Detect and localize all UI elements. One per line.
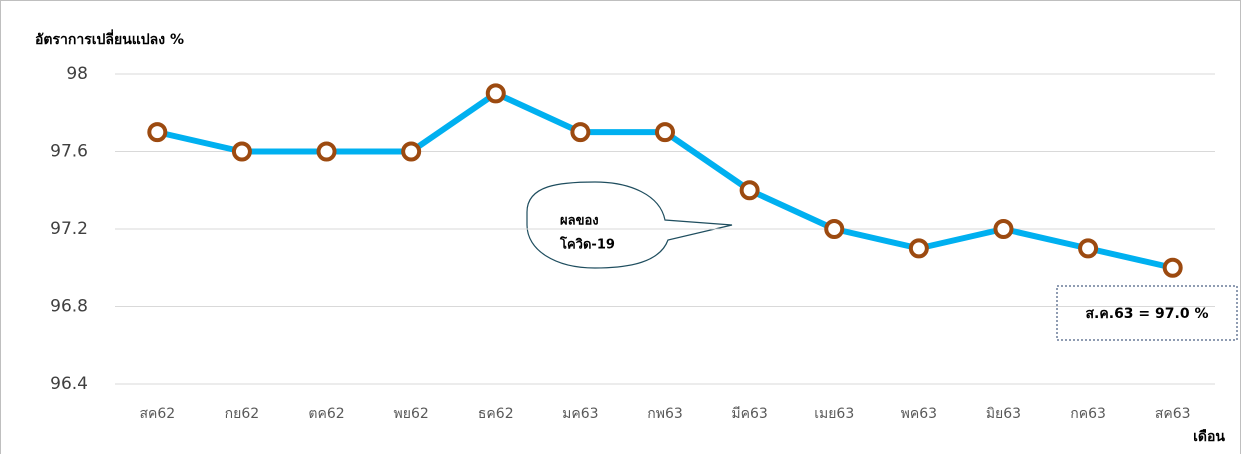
y-tick-label: 96.8	[50, 297, 88, 317]
x-tick-label: มีค63	[731, 406, 767, 422]
point-marker	[485, 83, 506, 104]
point-marker	[1078, 238, 1099, 259]
x-tick-label: กค63	[1070, 406, 1106, 422]
x-tick-label: กย62	[225, 406, 260, 422]
point-marker	[824, 219, 845, 239]
callout-text: ผลของ	[560, 214, 599, 229]
point-marker	[993, 219, 1014, 239]
note-text: ส.ค.63 = 97.0 %	[1086, 306, 1209, 322]
callout-text: โควิด-19	[559, 236, 615, 253]
x-tick-label: เมย63	[814, 406, 854, 422]
point-marker	[147, 122, 168, 143]
point-marker	[739, 180, 760, 201]
x-tick-label: ตค62	[308, 406, 344, 422]
point-marker	[401, 141, 422, 162]
callout-bubble	[526, 181, 733, 269]
note-box	[1056, 285, 1238, 341]
point-marker	[655, 122, 675, 143]
x-tick-label: มค63	[562, 406, 598, 422]
x-tick-label: พค63	[901, 406, 937, 422]
x-tick-label: ธค62	[478, 406, 514, 422]
y-tick-label: 97.6	[50, 142, 88, 162]
point-marker	[231, 141, 252, 162]
x-axis-label: เดือน	[1193, 429, 1225, 445]
x-tick-label: สค63	[1155, 406, 1191, 422]
x-tick-label: มิย63	[986, 406, 1021, 422]
x-tick-label: พย62	[394, 406, 429, 422]
y-tick-label: 96.4	[50, 374, 88, 394]
y-tick-label: 98	[66, 64, 88, 84]
y-tick-label: 97.2	[50, 219, 88, 239]
point-marker	[570, 122, 591, 143]
point-marker	[316, 141, 337, 162]
x-tick-label: สค62	[139, 406, 175, 422]
y-axis-label: อัตราการเปลี่ยนแปลง %	[35, 29, 184, 48]
point-marker	[908, 238, 929, 259]
point-marker	[1162, 257, 1183, 278]
x-tick-label: กพ63	[647, 406, 683, 422]
